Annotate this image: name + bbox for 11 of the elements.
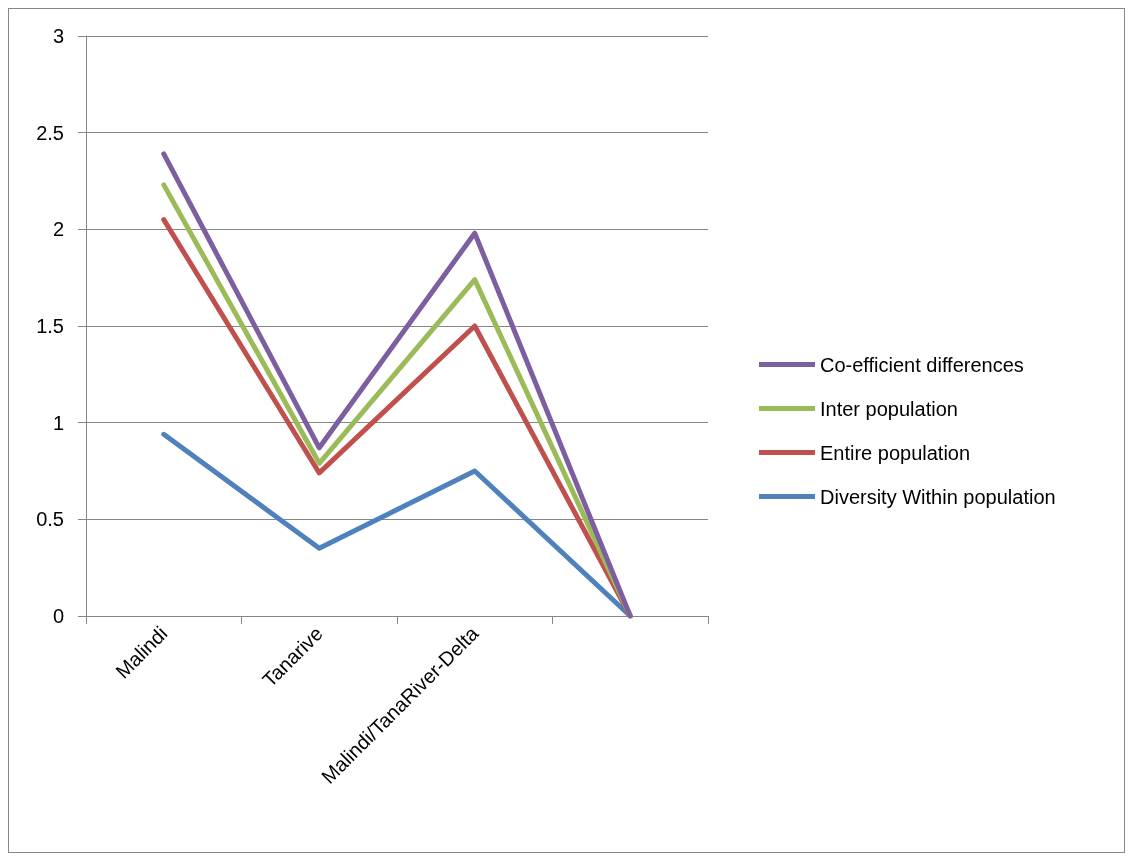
legend-label: Inter population — [820, 397, 958, 420]
y-tick-label: 0 — [52, 605, 64, 627]
y-tick-label: 1.5 — [36, 315, 64, 337]
y-tick-label: 1 — [52, 411, 64, 434]
legend-label: Entire population — [820, 441, 971, 464]
y-tick-label: 2 — [52, 218, 64, 241]
y-tick-label: 0.5 — [36, 508, 64, 531]
y-tick-label: 2.5 — [36, 121, 64, 144]
legend-label: Co-efficient differences — [820, 353, 1024, 376]
y-tick-label: 3 — [52, 25, 64, 47]
legend-label: Diversity Within population — [820, 485, 1056, 508]
